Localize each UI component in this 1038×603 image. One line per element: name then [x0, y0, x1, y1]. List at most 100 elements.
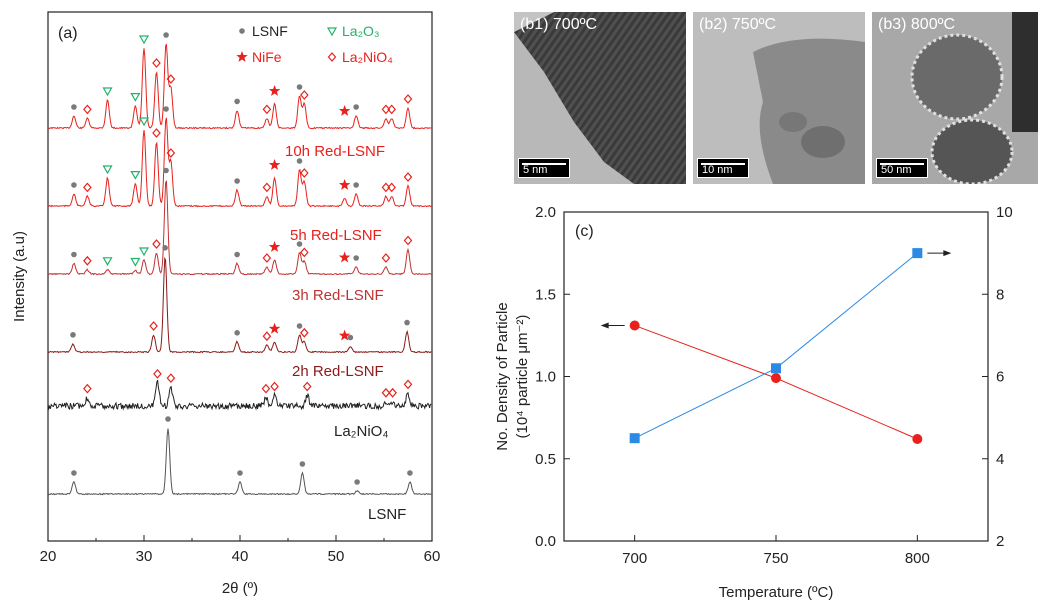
- xrd-series-line: [47, 428, 432, 496]
- density-y-tick-label: 2.0: [535, 204, 556, 221]
- xrd-series-line: [47, 180, 432, 276]
- xrd-peak-marker: [130, 93, 141, 102]
- xrd-peak-marker: [102, 257, 113, 267]
- xrd-peak-marker: [138, 35, 150, 45]
- xrd-peak-marker: [403, 379, 413, 390]
- xrd-chart: 20 30 40 50 60 2θ (º) Intensity (a.u) (a) 10h Re…: [11, 11, 440, 597]
- scale-bar-b1: 5 nm: [518, 158, 570, 178]
- xrd-peak-marker: [404, 319, 410, 326]
- density-data-point: [629, 433, 640, 444]
- xrd-peak-marker: [354, 479, 360, 485]
- tem-image-b2: (b2) 750ºC 10 nm: [693, 12, 865, 184]
- xrd-peak-marker: [268, 85, 281, 96]
- xrd-peak-marker: [83, 104, 92, 115]
- xrd-peak-marker: [165, 416, 171, 422]
- xrd-legend-label: NiFe: [252, 49, 282, 65]
- xrd-peak-marker: [83, 383, 92, 394]
- xrd-peak-marker: [338, 329, 351, 341]
- xrd-peak-marker: [296, 84, 303, 90]
- xrd-peak-marker: [403, 235, 413, 246]
- density-y-tick-label: 0.0: [535, 533, 556, 550]
- density-y-axis-label: No. Density of Particle: [494, 302, 511, 450]
- xrd-peak-marker: [71, 104, 77, 110]
- xrd-peak-marker: [296, 323, 303, 329]
- xrd-peak-marker: [388, 387, 397, 398]
- xrd-peak-marker: [270, 381, 279, 392]
- tem-image-b1: (b1) 700ºC 5 nm: [514, 12, 686, 184]
- density-chart: 0.0 0.5 1.0 1.5 2.0 2 4 6 8 10 700 750 800 Temperatur…: [494, 204, 1013, 601]
- xrd-peak-marker: [300, 90, 309, 100]
- xrd-x-tick-label: 20: [40, 548, 57, 565]
- xrd-legend-label: La₂NiO₄: [342, 49, 393, 65]
- xrd-x-tick-label: 50: [328, 548, 345, 565]
- xrd-y-axis-label: Intensity (a.u): [11, 231, 28, 322]
- tem-texture-b3: [872, 12, 1038, 184]
- xrd-peak-marker: [163, 167, 169, 174]
- tem-texture-b2: [693, 12, 865, 184]
- density-y2-tick-label: 6: [996, 369, 1004, 386]
- xrd-peak-marker: [300, 327, 309, 338]
- tem-label-b1: (b1) 700ºC: [520, 16, 597, 33]
- xrd-peak-marker: [338, 251, 351, 263]
- xrd-peak-marker: [262, 182, 272, 193]
- xrd-peak-marker: [83, 255, 92, 266]
- xrd-peak-marker: [268, 159, 281, 170]
- density-y2-tick-label: 2: [996, 533, 1004, 550]
- xrd-peak-marker: [234, 330, 240, 336]
- xrd-peak-marker: [347, 334, 354, 341]
- xrd-legend-marker: [326, 27, 338, 37]
- xrd-peak-marker: [381, 182, 391, 193]
- xrd-peak-marker: [268, 322, 281, 334]
- density-axis-arrow-head: [600, 322, 609, 329]
- xrd-peak-marker: [234, 178, 240, 184]
- xrd-peak-marker: [152, 128, 161, 138]
- xrd-legend-marker: [239, 28, 245, 34]
- tem-image-b3: (b3) 800ºC 50 nm: [872, 12, 1038, 184]
- xrd-peak-marker: [83, 182, 92, 193]
- xrd-peak-marker: [261, 383, 271, 394]
- xrd-peak-marker: [234, 251, 240, 258]
- xrd-peak-marker: [300, 168, 309, 178]
- density-data-point: [912, 248, 923, 259]
- xrd-peak-marker: [387, 182, 396, 193]
- xrd-series-label: 2h Red-LSNF: [292, 363, 384, 380]
- xrd-series-line: [47, 43, 432, 130]
- xrd-peak-marker: [163, 106, 169, 112]
- xrd-peak-marker: [353, 182, 359, 188]
- density-y-tick-label: 1.0: [535, 369, 556, 386]
- xrd-peak-marker: [130, 257, 141, 267]
- xrd-peak-marker: [102, 165, 113, 175]
- xrd-series-label: 3h Red-LSNF: [292, 287, 384, 304]
- xrd-peak-marker: [166, 74, 176, 84]
- xrd-peak-marker: [71, 470, 77, 476]
- xrd-peak-marker: [381, 387, 391, 398]
- xrd-peak-marker: [300, 247, 309, 258]
- xrd-series-line: [47, 117, 432, 208]
- xrd-peak-marker: [262, 253, 272, 263]
- scale-bar-b3: 50 nm: [876, 158, 928, 178]
- density-x-tick-label: 800: [905, 550, 930, 567]
- scale-bar-b2: 10 nm: [697, 158, 749, 178]
- xrd-peak-marker: [302, 381, 312, 392]
- xrd-peak-marker: [387, 104, 396, 115]
- xrd-x-axis-label: 2θ (º): [222, 580, 258, 597]
- xrd-peak-marker: [403, 94, 413, 104]
- xrd-peak-marker: [296, 158, 303, 164]
- xrd-legend-label: LSNF: [252, 23, 288, 39]
- xrd-legend-label: La₂O₃: [342, 23, 380, 39]
- density-x-tick-label: 700: [622, 550, 647, 567]
- density-y2-tick-label: 4: [996, 451, 1004, 468]
- xrd-peak-marker: [381, 104, 391, 115]
- density-panel-label: (c): [575, 223, 594, 240]
- xrd-peak-marker: [299, 461, 306, 467]
- density-x-axis-label: Temperature (ºC): [719, 584, 834, 601]
- xrd-series-label: 10h Red-LSNF: [285, 143, 385, 160]
- density-series-line: [634, 252, 918, 439]
- density-y2-tick-label: 10: [996, 204, 1013, 221]
- xrd-peak-marker: [130, 171, 141, 180]
- xrd-peak-marker: [338, 105, 351, 116]
- xrd-peak-marker: [138, 247, 150, 257]
- xrd-peak-marker: [407, 470, 413, 476]
- density-data-point: [629, 320, 640, 331]
- density-data-point: [771, 363, 781, 374]
